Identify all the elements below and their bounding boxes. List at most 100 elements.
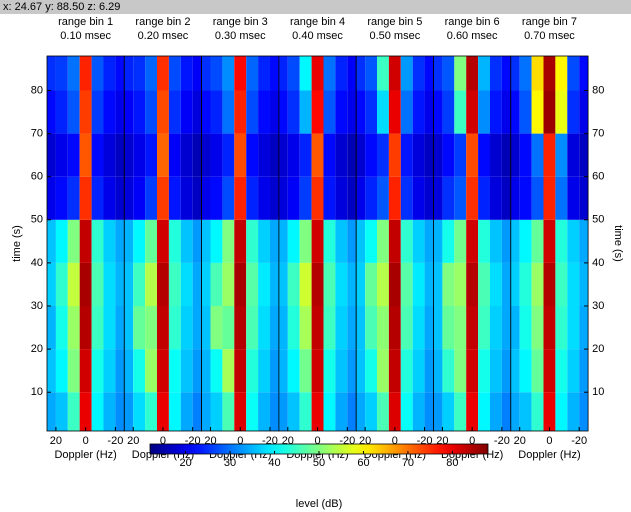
heat-cell: [269, 56, 279, 91]
heat-cell: [246, 262, 259, 306]
heat-cell: [210, 90, 223, 134]
heat-cell: [103, 306, 116, 350]
heat-cell: [400, 90, 413, 134]
heat-cell: [145, 176, 158, 220]
heat-cell: [258, 176, 270, 220]
heat-cell: [278, 56, 288, 91]
heat-cell: [311, 262, 324, 306]
heat-cell: [192, 392, 202, 431]
heat-cell: [501, 90, 511, 134]
heat-cell: [424, 306, 434, 350]
heat-cell: [365, 392, 378, 431]
heat-cell: [543, 219, 556, 263]
heat-cell: [335, 133, 348, 177]
heat-cell: [55, 219, 68, 263]
heat-cell: [424, 392, 434, 431]
heat-cell: [201, 349, 211, 393]
heat-cell: [501, 262, 511, 306]
heat-cell: [579, 306, 589, 350]
heat-cell: [168, 262, 181, 306]
heat-cell: [323, 133, 336, 177]
heat-cell: [400, 56, 413, 91]
heat-cell: [489, 176, 502, 220]
heat-cell: [124, 56, 134, 91]
y-tick-label: 80: [592, 84, 604, 96]
heat-cell: [222, 176, 235, 220]
heat-cell: [510, 219, 520, 263]
heat-cell: [579, 90, 589, 134]
heat-cell: [222, 306, 235, 350]
heat-cell: [278, 349, 288, 393]
heat-cell: [79, 133, 92, 177]
x-axis-label: Doppler (Hz): [518, 449, 580, 461]
heat-cell: [47, 56, 56, 91]
heat-cell: [201, 219, 211, 263]
heat-cell: [258, 133, 270, 177]
heat-cell: [433, 262, 443, 306]
heat-cell: [519, 133, 532, 177]
heat-cell: [466, 90, 479, 134]
heat-cell: [145, 56, 158, 91]
heat-cell: [145, 90, 158, 134]
heat-cell: [91, 90, 104, 134]
heat-cell: [567, 306, 580, 350]
heat-cell: [192, 133, 202, 177]
heat-cell: [258, 56, 270, 91]
heat-cell: [115, 306, 125, 350]
heat-cell: [246, 133, 259, 177]
heat-cell: [478, 392, 490, 431]
heat-cell: [433, 392, 443, 431]
heat-cell: [377, 349, 389, 393]
heat-cell: [115, 56, 125, 91]
heat-cell: [543, 262, 556, 306]
heat-cell: [79, 176, 92, 220]
heat-cell: [454, 176, 467, 220]
heat-cell: [424, 349, 434, 393]
heat-cell: [442, 349, 455, 393]
heat-cell: [466, 133, 479, 177]
panel-subtitle: 0.50 msec: [369, 30, 420, 42]
heat-cell: [335, 219, 348, 263]
heat-cell: [269, 176, 279, 220]
heat-cell: [489, 392, 502, 431]
heat-cell: [412, 262, 425, 306]
heat-cell: [210, 176, 223, 220]
heat-cell: [201, 392, 211, 431]
heat-cell: [442, 133, 455, 177]
heat-cell: [145, 133, 158, 177]
heat-cell: [356, 219, 366, 263]
colorbar-tick-label: 30: [224, 457, 236, 469]
heat-cell: [356, 306, 366, 350]
heat-cell: [433, 349, 443, 393]
heat-cell: [323, 349, 336, 393]
heat-cell: [531, 349, 544, 393]
heat-cell: [388, 306, 401, 350]
heat-cell: [168, 176, 181, 220]
heat-cell: [567, 262, 580, 306]
heat-cell: [234, 56, 247, 91]
heat-cell: [335, 176, 348, 220]
heat-cell: [299, 349, 312, 393]
heat-cell: [510, 392, 520, 431]
heat-cell: [510, 176, 520, 220]
heat-cell: [555, 219, 568, 263]
heat-cell: [388, 219, 401, 263]
y-axis-label: time (s): [11, 225, 23, 262]
heat-cell: [67, 56, 80, 91]
heat-cell: [478, 133, 490, 177]
heat-cell: [91, 176, 104, 220]
heat-cell: [412, 349, 425, 393]
heat-cell: [501, 176, 511, 220]
heat-cell: [388, 349, 401, 393]
heat-cell: [168, 90, 181, 134]
colorbar-label: level (dB): [296, 498, 342, 510]
heat-cell: [442, 90, 455, 134]
heat-cell: [258, 90, 270, 134]
heat-cell: [531, 133, 544, 177]
heat-cell: [157, 306, 169, 350]
heat-cell: [356, 90, 366, 134]
heat-cell: [412, 90, 425, 134]
x-tick-label: 0: [469, 435, 475, 447]
heat-cell: [433, 176, 443, 220]
heat-cell: [555, 392, 568, 431]
